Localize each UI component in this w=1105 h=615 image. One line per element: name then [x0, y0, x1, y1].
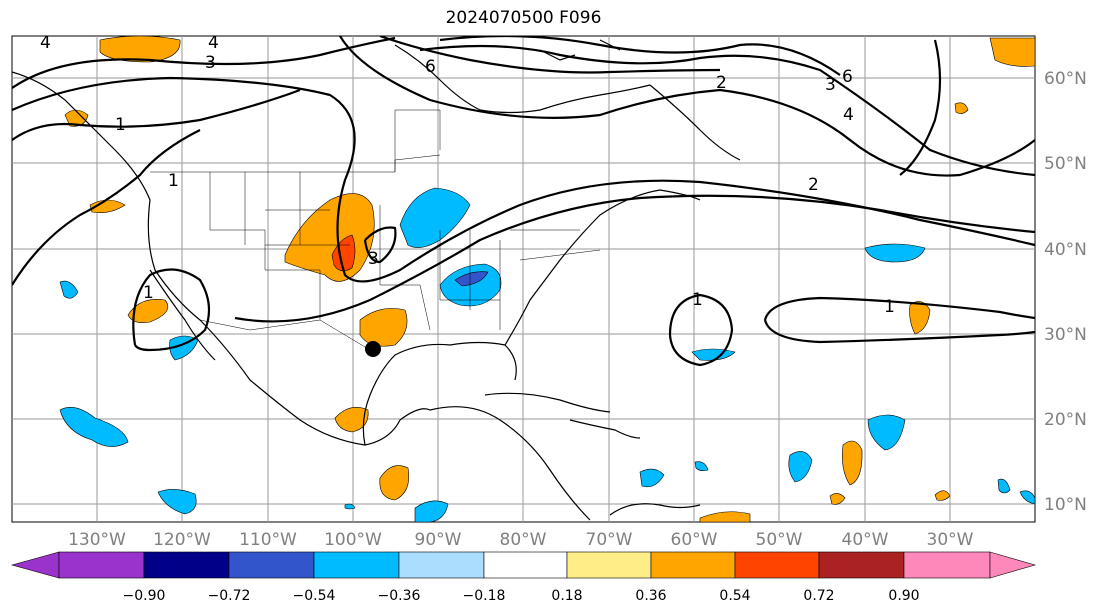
colorbar-tick-label: 0.18 — [551, 588, 582, 604]
lat-tick-label: 30°N — [1044, 325, 1087, 345]
contour-label: 1 — [884, 297, 895, 317]
colorbar-cell — [483, 551, 568, 579]
contour-label-group: 4 4 3 6 1 1 1 3 2 3 6 4 2 1 1 — [40, 33, 895, 317]
positive-anomaly-region — [89, 199, 126, 213]
colorbar-ticks: −0.90 −0.72 −0.54 −0.36 −0.18 0.18 0.36 … — [123, 588, 920, 604]
colorbar — [10, 551, 1037, 579]
contour-label: 3 — [205, 53, 216, 73]
lat-tick-label: 60°N — [1044, 69, 1087, 89]
negative-anomaly-region — [454, 271, 489, 287]
lon-tick-label: 30°W — [927, 530, 974, 550]
colorbar-cell — [903, 551, 991, 579]
lon-tick-label: 90°W — [415, 530, 462, 550]
colorbar-cell — [143, 551, 230, 579]
lon-tick-label: 110°W — [239, 530, 297, 550]
map-title: 2024070500 F096 — [445, 8, 602, 28]
shaded-anomalies — [59, 36, 1035, 522]
lon-tick-label: 120°W — [153, 530, 211, 550]
colorbar-cell — [313, 551, 400, 579]
contour-label: 1 — [692, 290, 703, 310]
negative-anomaly-region — [344, 503, 356, 510]
positive-anomaly-region — [331, 234, 356, 272]
positive-anomaly-region — [699, 511, 751, 522]
negative-anomaly-region — [997, 478, 1011, 494]
contour-label: 3 — [825, 75, 836, 95]
colorbar-tick-label: −0.36 — [378, 588, 421, 604]
contour-label: 1 — [143, 283, 154, 303]
lat-tick-label: 50°N — [1044, 154, 1087, 174]
colorbar-tick-label: 0.36 — [635, 588, 666, 604]
colorbar-tick-label: −0.72 — [208, 588, 251, 604]
lat-tick-label: 40°N — [1044, 240, 1087, 260]
lat-axis: 60°N 50°N 40°N 30°N 20°N 10°N — [1044, 69, 1087, 515]
coastlines — [12, 39, 741, 521]
contour-label: 6 — [842, 67, 853, 87]
colorbar-cell — [58, 551, 145, 579]
lon-tick-label: 70°W — [586, 530, 633, 550]
colorbar-tick-label: 0.54 — [719, 588, 750, 604]
colorbar-tick-label: −0.90 — [123, 588, 166, 604]
contour-label: 1 — [115, 115, 126, 135]
contour-label: 2 — [716, 73, 727, 93]
negative-anomaly-region — [399, 187, 471, 248]
positive-anomaly-region — [842, 440, 863, 486]
negative-anomaly-region — [59, 280, 79, 299]
contour-label: 4 — [843, 105, 854, 125]
negative-anomaly-region — [1019, 490, 1035, 505]
negative-anomaly-region — [864, 243, 926, 263]
positive-anomaly-region — [127, 299, 169, 323]
colorbar-cell — [650, 551, 736, 579]
colorbar-cell — [228, 551, 315, 579]
negative-anomaly-region — [639, 468, 665, 488]
positive-anomaly-region — [829, 493, 846, 505]
negative-anomaly-region — [694, 461, 709, 471]
colorbar-cell — [818, 551, 905, 579]
positive-anomaly-region — [954, 102, 969, 114]
negative-anomaly-region — [867, 414, 906, 451]
positive-anomaly-region — [909, 301, 931, 335]
negative-anomaly-region — [157, 489, 197, 515]
lon-tick-label: 60°W — [671, 530, 718, 550]
colorbar-tick-label: 0.90 — [888, 588, 919, 604]
negative-anomaly-region — [169, 335, 199, 361]
lon-tick-label: 40°W — [842, 530, 889, 550]
positive-anomaly-region — [989, 37, 1035, 67]
lat-tick-label: 10°N — [1044, 495, 1087, 515]
colorbar-cell — [566, 551, 652, 579]
negative-anomaly-region — [59, 407, 129, 447]
lon-tick-label: 100°W — [324, 530, 382, 550]
contour-label: 4 — [40, 33, 51, 53]
colorbar-tick-label: −0.18 — [463, 588, 506, 604]
contour-lines — [12, 36, 1035, 367]
lon-tick-label: 80°W — [500, 530, 547, 550]
colorbar-cell — [989, 551, 1037, 579]
contour-label: 4 — [208, 33, 219, 53]
station-dot — [365, 341, 381, 357]
contour-label: 2 — [808, 175, 819, 195]
colorbar-cell — [10, 551, 60, 579]
positive-anomaly-region — [934, 490, 951, 501]
colorbar-tick-label: −0.54 — [293, 588, 336, 604]
colorbar-cell — [398, 551, 485, 579]
lat-tick-label: 20°N — [1044, 410, 1087, 430]
lon-axis: 130°W 120°W 110°W 100°W 90°W 80°W 70°W 6… — [68, 530, 974, 550]
positive-anomaly-region — [64, 109, 89, 127]
colorbar-tick-label: 0.72 — [803, 588, 834, 604]
lon-tick-label: 50°W — [756, 530, 803, 550]
contour-label: 6 — [425, 57, 436, 77]
negative-anomaly-region — [788, 451, 813, 483]
contour-label: 3 — [368, 249, 379, 269]
positive-anomaly-region — [379, 465, 409, 501]
lon-tick-label: 130°W — [68, 530, 126, 550]
negative-anomaly-region — [414, 500, 449, 522]
colorbar-cell — [734, 551, 820, 579]
contour-label: 1 — [168, 171, 179, 191]
positive-anomaly-region — [334, 407, 369, 433]
